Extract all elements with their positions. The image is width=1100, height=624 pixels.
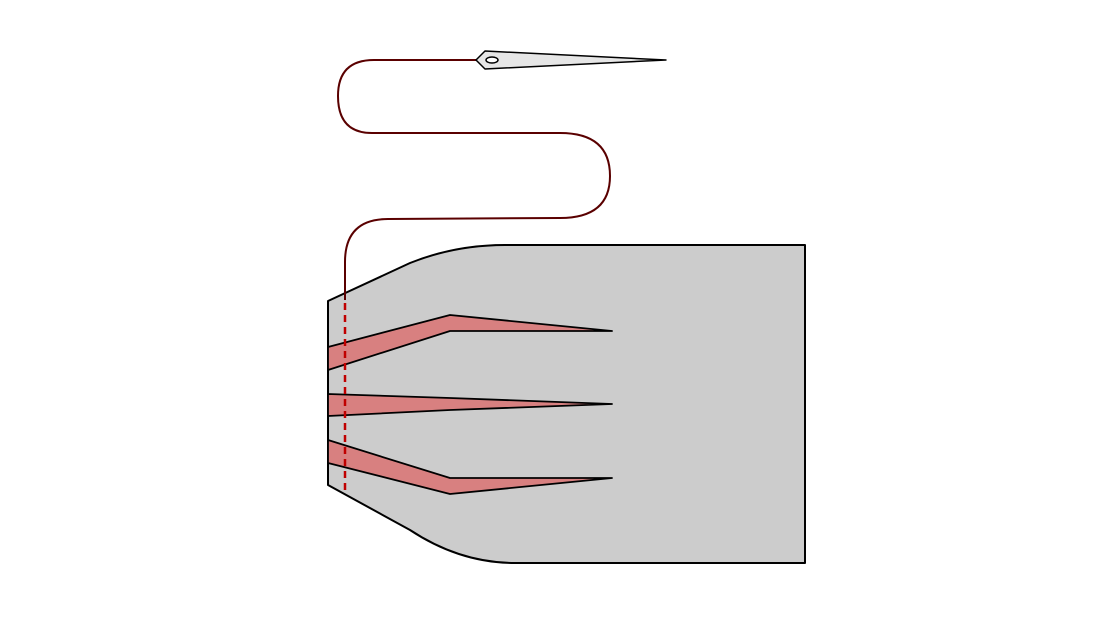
needle-icon bbox=[475, 50, 667, 70]
dart-lower bbox=[327, 439, 613, 495]
darts-group bbox=[327, 314, 613, 495]
dart-middle bbox=[327, 393, 613, 417]
needle-eye bbox=[485, 56, 499, 64]
dart-upper bbox=[327, 314, 613, 371]
needle-shaft bbox=[475, 50, 667, 70]
thread bbox=[336, 59, 612, 300]
